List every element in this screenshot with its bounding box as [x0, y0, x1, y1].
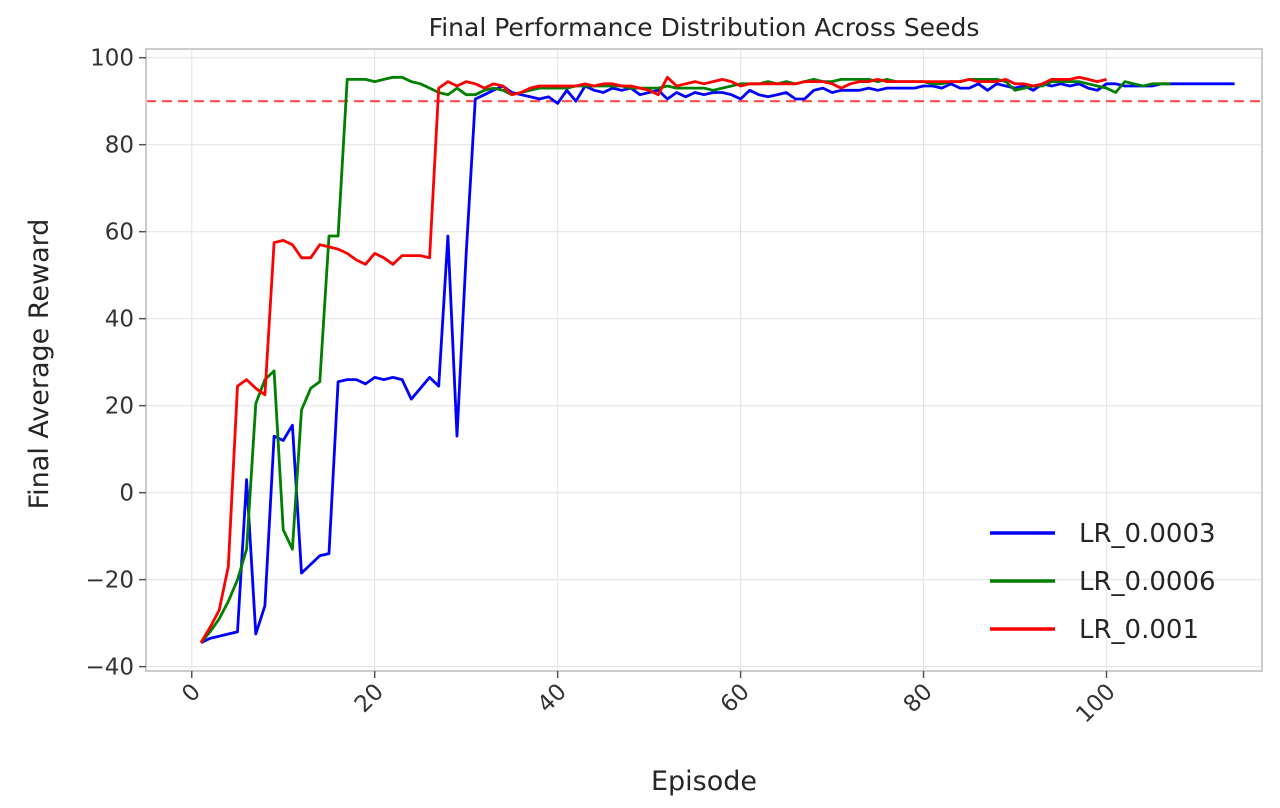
chart-title: Final Performance Distribution Across Se…	[429, 13, 980, 42]
y-tick-label: 60	[105, 220, 134, 246]
series-line-2	[199, 75, 1107, 644]
legend-label: LR_0.0006	[1079, 567, 1216, 597]
y-tick-label: 20	[105, 394, 134, 420]
y-tick-label: 100	[90, 46, 134, 72]
grid	[146, 49, 1262, 671]
legend-label: LR_0.001	[1079, 615, 1199, 645]
legend-label: LR_0.0003	[1079, 519, 1216, 549]
y-tick-label: 40	[105, 307, 134, 333]
x-axis-label: Episode	[651, 766, 757, 797]
plot-area	[146, 49, 1262, 671]
series-line-0	[200, 82, 1235, 644]
legend: LR_0.0003 LR_0.0006 LR_0.001	[990, 519, 1216, 645]
y-tick-label: 0	[119, 481, 134, 507]
y-tick-label: −20	[85, 568, 134, 594]
y-tick-label: −40	[85, 655, 134, 681]
plot-frame	[145, 48, 1263, 672]
y-axis: −40 −20 0 20 40 60 80 100	[85, 46, 146, 681]
series-line-1	[199, 75, 1171, 644]
y-axis-label: Final Average Reward	[24, 219, 55, 510]
series-group	[199, 75, 1235, 644]
y-tick-label: 80	[105, 133, 134, 159]
